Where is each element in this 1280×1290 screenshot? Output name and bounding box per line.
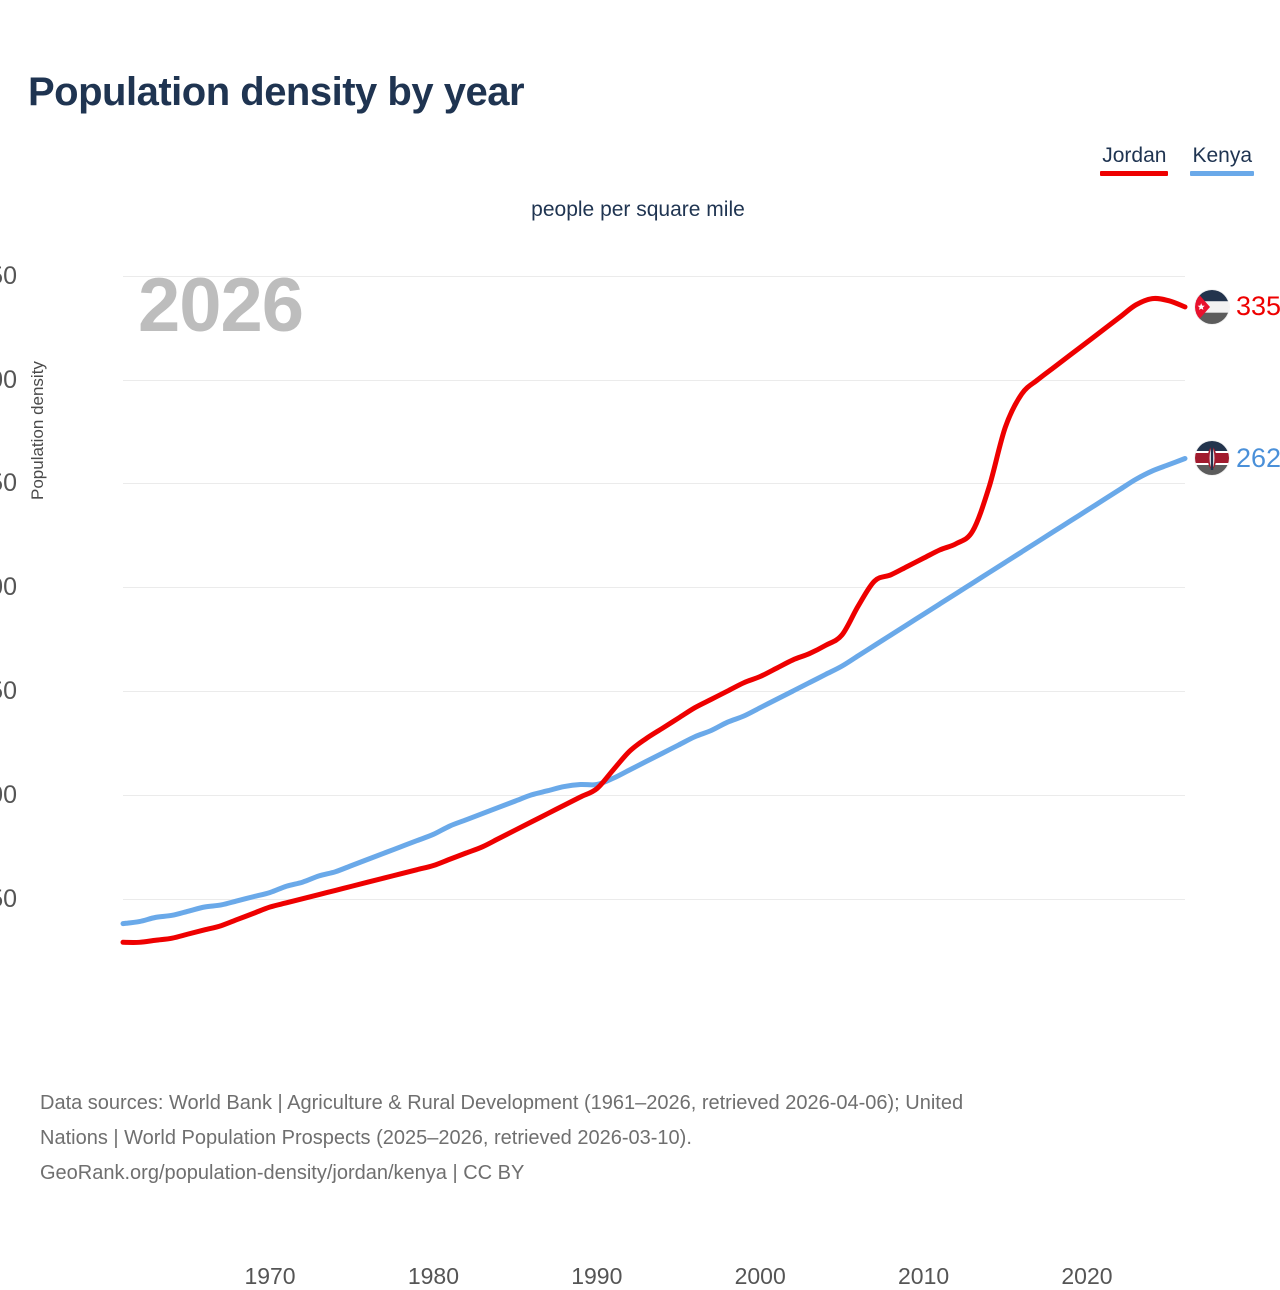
gridline: [123, 898, 1185, 900]
y-tick-label: 200: [0, 573, 17, 602]
y-tick-label: 150: [0, 677, 17, 706]
gridline: [123, 379, 1185, 381]
gridline: [123, 483, 1185, 485]
legend-swatch-jordan: [1100, 171, 1169, 176]
endpoint-kenya[interactable]: 262: [1195, 441, 1280, 476]
x-tick-label: 1990: [571, 1263, 623, 1289]
chart-legend: Jordan Kenya: [1100, 144, 1254, 176]
series-line-jordan: [120, 295, 1188, 945]
legend-label-kenya: Kenya: [1192, 144, 1252, 167]
y-tick-label: 100: [0, 780, 17, 809]
footer-sources: Data sources: World Bank | Agriculture &…: [40, 1086, 1260, 1191]
x-tick-label: 1980: [407, 1263, 459, 1289]
footer-line-1: Data sources: World Bank | Agriculture &…: [40, 1092, 964, 1114]
gridline: [123, 794, 1185, 796]
y-axis-title: Population density: [28, 361, 47, 500]
endpoint-value-jordan: 335: [1236, 291, 1280, 322]
gridline: [123, 691, 1185, 693]
y-tick-label: 300: [0, 365, 17, 394]
legend-item-kenya[interactable]: Kenya: [1190, 144, 1254, 176]
jordan-flag-icon: [1195, 289, 1229, 324]
year-watermark: 2026: [138, 263, 304, 348]
series-lines: [120, 295, 1188, 945]
endpoint-value-kenya: 262: [1236, 442, 1280, 473]
x-tick-label: 1970: [244, 1263, 296, 1289]
y-tick-label: 350: [0, 261, 17, 290]
x-tick-label: 2010: [897, 1263, 950, 1289]
endpoint-jordan[interactable]: 335: [1195, 289, 1280, 324]
chart-subtitle: people per square mile: [0, 198, 1280, 222]
x-tick-label: 2020: [1061, 1263, 1113, 1289]
chart-subtitle-text: people per square mile: [531, 198, 745, 221]
page-title: Population density by year: [28, 70, 525, 114]
plot-area: 50 100 150 200 250 300 350 1970 1980 1990 2000 201…: [0, 255, 1280, 1289]
y-tick-label: 50: [0, 884, 17, 913]
series-line-kenya: [120, 455, 1188, 927]
gridline: [123, 587, 1185, 589]
y-tick-label: 250: [0, 469, 17, 498]
legend-label-jordan: Jordan: [1102, 144, 1167, 167]
gridline: [123, 275, 1185, 277]
footer-line-2: Nations | World Population Prospects (20…: [40, 1127, 692, 1149]
legend-item-jordan[interactable]: Jordan: [1100, 144, 1169, 176]
kenya-flag-icon: [1195, 441, 1229, 476]
x-tick-label: 2000: [734, 1263, 786, 1289]
footer-line-3: GeoRank.org/population-density/jordan/ke…: [40, 1162, 525, 1184]
legend-swatch-kenya: [1190, 171, 1254, 176]
